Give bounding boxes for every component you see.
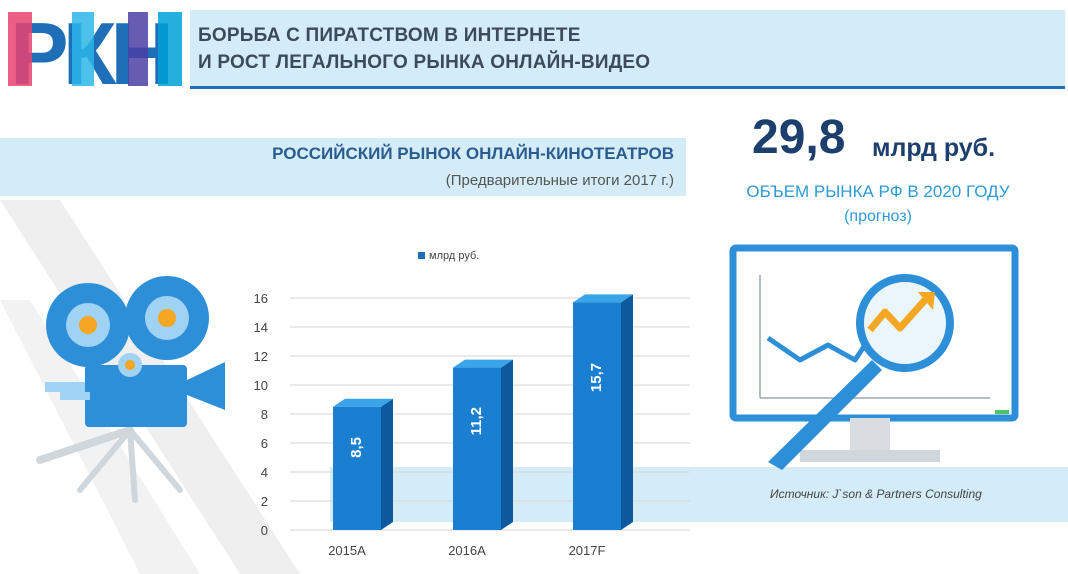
data-label: 11,2	[468, 407, 485, 435]
y-tick-label: 14	[254, 320, 268, 335]
forecast-note: (прогноз)	[844, 208, 912, 225]
bar	[333, 406, 381, 530]
title-line-1: БОРЬБА С ПИРАТСТВОМ В ИНТЕРНЕТЕ	[198, 25, 581, 46]
bar-side	[381, 398, 393, 530]
data-label: 15,7	[588, 363, 605, 392]
forecast-unit: млрд руб.	[872, 134, 996, 162]
legend-label: млрд руб.	[429, 250, 480, 262]
data-label: 8,5	[348, 437, 365, 458]
bar-top	[453, 359, 513, 368]
y-tick-label: 10	[254, 378, 268, 393]
chart-legend: млрд руб.	[418, 250, 479, 262]
header-divider	[190, 86, 1065, 89]
bar-side	[621, 294, 633, 530]
y-tick-label: 2	[261, 494, 268, 509]
bar	[573, 302, 621, 530]
y-tick-label: 12	[254, 349, 268, 364]
legend-swatch	[418, 251, 425, 259]
bar-top	[333, 398, 393, 407]
y-tick-label: 4	[261, 465, 268, 480]
header-band	[190, 10, 1065, 86]
page-title: БОРЬБА С ПИРАТСТВОМ В ИНТЕРНЕТЕ И РОСТ Л…	[198, 22, 650, 76]
section-band	[0, 138, 686, 196]
section-subtitle: (Предварительные итоги 2017 г.)	[445, 172, 674, 189]
rkn-logo: РКН	[8, 6, 182, 90]
bar-side	[501, 359, 513, 530]
forecast-label: ОБЪЕМ РЫНКА РФ В 2020 ГОДУ	[746, 182, 1010, 201]
x-tick-label: 2015A	[328, 543, 366, 558]
x-tick-label: 2017F	[569, 543, 606, 558]
title-line-2: И РОСТ ЛЕГАЛЬНОГО РЫНКА ОНЛАЙН-ВИДЕО	[198, 52, 651, 73]
section-title: РОССИЙСКИЙ РЫНОК ОНЛАЙН-КИНОТЕАТРОВ	[272, 144, 674, 163]
y-tick-label: 8	[261, 407, 268, 422]
y-tick-label: 6	[261, 436, 268, 451]
source-note: Источник: J`son & Partners Consulting	[770, 487, 982, 501]
y-tick-label: 0	[261, 523, 268, 538]
bar	[453, 367, 501, 530]
y-tick-label: 16	[254, 291, 268, 306]
forecast-value: 29,8	[752, 111, 846, 164]
x-tick-label: 2016A	[448, 543, 486, 558]
bar-top	[573, 294, 633, 303]
